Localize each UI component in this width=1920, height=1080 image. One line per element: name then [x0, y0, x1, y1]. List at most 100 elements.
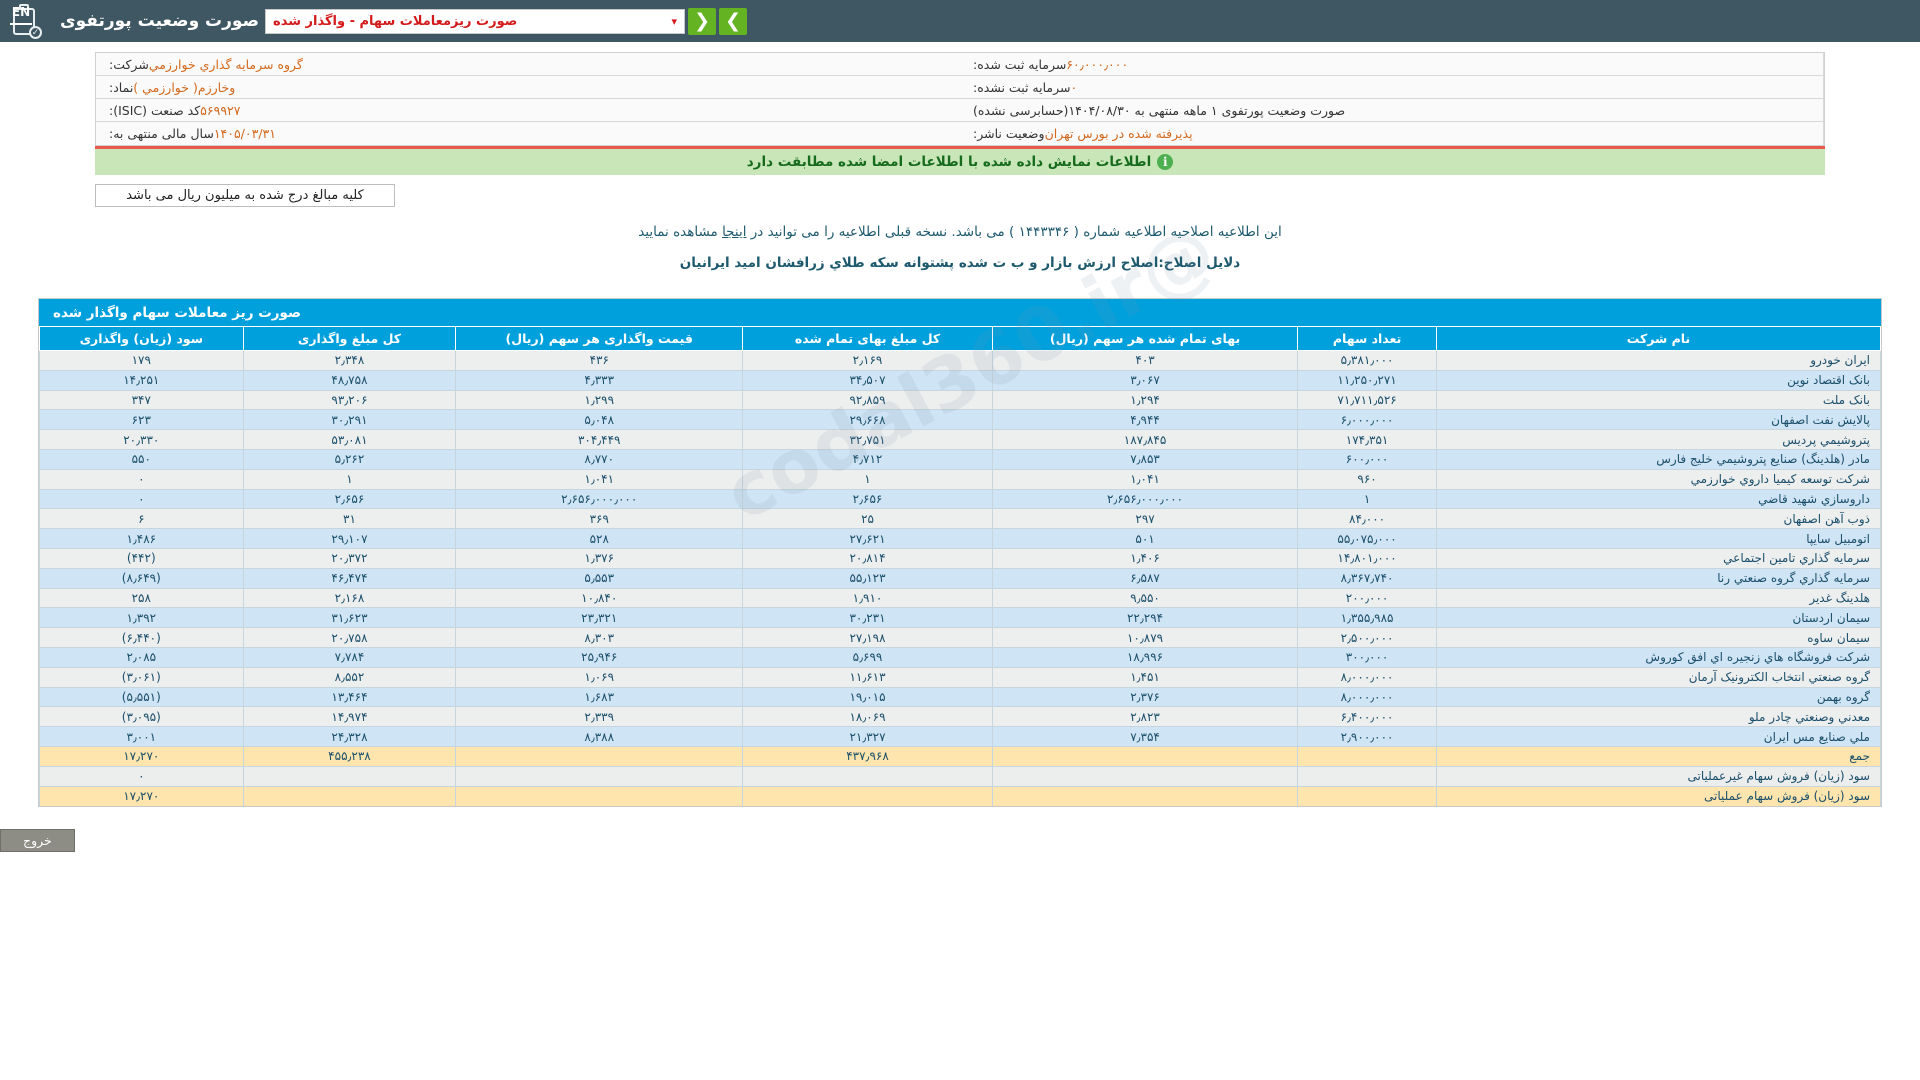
cell-total-amount: ۴۶٫۴۷۴ — [242, 567, 457, 589]
col-header-count[interactable]: تعداد سهام — [1297, 326, 1437, 351]
cell-cost-per-share: ۱٫۰۴۱ — [991, 468, 1299, 490]
cell-cost-per-share: ۷٫۳۵۴ — [991, 726, 1299, 747]
table-row: ایران خودرو ۵٫۳۸۱٫۰۰۰ ۴۰۳ ۲٫۱۶۹ ۴۳۶ ۲٫۳۴۸ ۱۷۹ — [39, 350, 1882, 371]
language-toggle[interactable]: EN — [10, 5, 32, 25]
table-row: بانک اقتصاد نوین ۱۱٫۲۵۰٫۲۷۱ ۳٫۰۶۷ ۳۴٫۵۰۷ ۴٫۳… — [39, 369, 1882, 391]
table-row: پالایش نفت اصفهان ۶٫۰۰۰٫۰۰۰ ۴٫۹۴۴ ۲۹٫۶۶۸ ۵٫۰… — [39, 409, 1882, 430]
chevron-left-icon: ❯ — [725, 10, 741, 32]
cell-count: ۷۱٫۷۱۱٫۵۲۶ — [1297, 389, 1437, 410]
cell-summary-price-per-share — [455, 765, 744, 787]
cell-cost-per-share: ۱۸٫۹۹۶ — [991, 646, 1299, 668]
cell-price-per-share: ۱٫۶۸۳ — [455, 686, 744, 707]
cell-company-name: شرکت توسعه کیمیا داروي خوارزمي — [1435, 468, 1882, 490]
table-row: هلدینگ غدیر ۲۰۰٫۰۰۰ ۹٫۵۵۰ ۱٫۹۱۰ ۱۰٫۸۴۰ ۲٫۱۶۸ ۲… — [39, 587, 1882, 608]
cell-cost-per-share: ۴۰۳ — [991, 350, 1299, 371]
table-row: شرکت توسعه کیمیا داروي خوارزمي ۹۶۰ ۱٫۰۴۱ ۱ ۱… — [39, 468, 1882, 490]
cell-company-name: بانک اقتصاد نوین — [1435, 369, 1882, 391]
col-header-profit-loss[interactable]: سود (زیان) واگذاری — [39, 326, 244, 351]
cell-company-name: شرکت فروشگاه هاي زنجیره اي افق کوروش — [1435, 646, 1882, 668]
cell-total-amount: ۸٫۵۵۲ — [242, 666, 457, 688]
cell-total-cost: ۳۲٫۷۵۱ — [742, 429, 993, 450]
col-header-price-per-share[interactable]: قیمت واگذاری هر سهم (ریال) — [455, 326, 744, 351]
fiscal-year-label: سال مالی منتهی به: — [109, 126, 214, 141]
cell-count: ۸٫۰۰۰٫۰۰۰ — [1297, 666, 1437, 688]
issuer-status-label: وضعیت ناشر: — [973, 126, 1045, 141]
isic-value: ۵۶۹۹۲۷ — [200, 102, 241, 118]
cell-summary-price-per-share — [455, 745, 744, 767]
table-row: ملي صنایع مس ایران ۲٫۹۰۰٫۰۰۰ ۷٫۳۵۴ ۲۱٫۳۲۷ ۸٫… — [39, 726, 1882, 747]
cell-profit-loss: (۳٫۰۶۱) — [39, 666, 244, 688]
cell-price-per-share: ۵٫۵۵۳ — [455, 567, 744, 589]
cell-profit-loss: ۳۴۷ — [39, 389, 244, 410]
divider-red — [95, 146, 1825, 149]
next-page-button[interactable]: ❮ — [688, 7, 717, 35]
cell-total-amount: ۴۸٫۷۵۸ — [242, 369, 457, 391]
col-header-total-amount[interactable]: کل مبلغ واگذاری — [242, 326, 457, 351]
cell-cost-per-share: ۵۰۱ — [991, 528, 1299, 549]
cell-company-name: سرمایه گذاري تامین اجتماعي — [1435, 547, 1882, 569]
issuer-status-value: پذیرفته شده در بورس تهران — [1044, 126, 1193, 141]
cell-total-cost: ۲۷٫۶۲۱ — [742, 528, 993, 549]
cell-count: ۸٫۳۶۷٫۷۴۰ — [1297, 567, 1437, 589]
cell-total-cost: ۲۷٫۱۹۸ — [742, 627, 993, 648]
cell-cost-per-share: ۷٫۸۵۳ — [991, 448, 1299, 470]
cell-price-per-share: ۸٫۳۸۸ — [455, 726, 744, 747]
info-circle-icon: i — [1157, 154, 1174, 170]
cell-price-per-share: ۵٫۰۴۸ — [455, 409, 744, 430]
cell-price-per-share: ۱٫۲۹۹ — [455, 389, 744, 410]
cell-count: ۶۰۰٫۰۰۰ — [1297, 448, 1437, 470]
amount-unit-note: کلیه مبالغ درج شده به میلیون ریال می باش… — [95, 184, 395, 207]
col-header-cost-per-share[interactable]: بهای تمام شده هر سهم (ریال) — [991, 326, 1299, 351]
cell-profit-loss: (۵٫۵۵۱) — [39, 686, 244, 707]
cell-cost-per-share: ۳٫۰۶۷ — [991, 369, 1299, 391]
unregistered-capital-cell: سرمایه ثبت نشده: ۰ — [960, 76, 1824, 98]
cell-summary-price-per-share — [455, 785, 744, 806]
cell-total-cost: ۵٫۶۹۹ — [742, 646, 993, 668]
cell-company-name: داروسازي شهید قاضي — [1435, 488, 1882, 509]
exit-button[interactable]: خروج — [0, 828, 75, 852]
info-row: شرکت: گروه سرمايه گذاري خوارزمي سرمایه ث… — [96, 53, 1824, 76]
fiscal-year-value: ۱۴۰۵/۰۳/۳۱ — [213, 126, 276, 141]
transactions-table: نام شرکت تعداد سهام بهای تمام شده هر سهم… — [39, 326, 1882, 806]
cell-price-per-share: ۱٫۳۷۶ — [455, 547, 744, 569]
footer-actions: خروج — [0, 828, 1920, 852]
cell-price-per-share: ۲٫۳۳۹ — [455, 706, 744, 727]
cell-price-per-share: ۲٫۶۵۶٫۰۰۰٫۰۰۰ — [455, 488, 744, 509]
cell-total-amount: ۳۰٫۲۹۱ — [242, 409, 457, 430]
table-summary-row: سود (زیان) فروش سهام غیرعملیاتی ۰ — [39, 765, 1882, 787]
info-row: سال مالی منتهی به: ۱۴۰۵/۰۳/۳۱ وضعیت ناشر… — [96, 122, 1824, 145]
info-row: کد صنعت (ISIC): ۵۶۹۹۲۷ صورت وضعیت پورتفو… — [96, 99, 1824, 122]
cell-summary-count — [1297, 765, 1437, 787]
cell-cost-per-share: ۱٫۴۰۶ — [991, 547, 1299, 569]
transactions-table-container: صورت ریز معاملات سهام واگذار شده نام شرک… — [38, 298, 1882, 807]
cell-count: ۳۰۰٫۰۰۰ — [1297, 646, 1437, 668]
info-row: نماد: وخارزم( خوارزمي ) سرمایه ثبت نشده:… — [96, 76, 1824, 99]
prev-page-button[interactable]: ❯ — [719, 7, 748, 35]
isic-label: کد صنعت (ISIC): — [109, 102, 201, 118]
col-header-total-cost[interactable]: کل مبلغ بهای تمام شده — [742, 326, 993, 351]
cell-count: ۱۱٫۲۵۰٫۲۷۱ — [1297, 369, 1437, 391]
table-row: گروه صنعتي انتخاب الکترونیک آرمان ۸٫۰۰۰٫۰… — [39, 666, 1882, 688]
table-row: شرکت فروشگاه هاي زنجیره اي افق کوروش ۳۰۰٫… — [39, 646, 1882, 668]
clipboard-check-icon: ✓ — [10, 4, 42, 39]
company-label: شرکت: — [109, 56, 149, 72]
cell-total-cost: ۱۹٫۰۱۵ — [742, 686, 993, 707]
cell-company-name: پتروشیمي پردیس — [1435, 429, 1882, 450]
cell-summary-label: جمع — [1435, 745, 1882, 767]
statement-type-select[interactable]: صورت ریزمعاملات سهام - واگذار شده ▾ — [265, 8, 686, 34]
cell-profit-loss: ۱۴٫۲۵۱ — [39, 369, 244, 391]
cell-total-amount: ۲۴٫۳۲۸ — [242, 726, 457, 747]
previous-version-link[interactable]: اینجا — [722, 224, 747, 240]
table-body: ایران خودرو ۵٫۳۸۱٫۰۰۰ ۴۰۳ ۲٫۱۶۹ ۴۳۶ ۲٫۳۴۸ ۱۷۹ ب… — [39, 350, 1882, 806]
cell-total-amount: ۹۳٫۲۰۶ — [242, 389, 457, 410]
cell-price-per-share: ۸٫۷۷۰ — [455, 448, 744, 470]
cell-price-per-share: ۴٫۳۳۳ — [455, 369, 744, 391]
cell-profit-loss: ۵۵۰ — [39, 448, 244, 470]
cell-summary-total-cost — [742, 765, 993, 787]
cell-cost-per-share: ۲٫۶۵۶٫۰۰۰٫۰۰۰ — [991, 488, 1299, 509]
cell-profit-loss: (۶٫۴۴۰) — [39, 627, 244, 648]
cell-company-name: معدني وصنعتي چادر ملو — [1435, 706, 1882, 727]
table-row: معدني وصنعتي چادر ملو ۶٫۴۰۰٫۰۰۰ ۲٫۸۲۳ ۱۸٫۰۶… — [39, 706, 1882, 727]
col-header-name[interactable]: نام شرکت — [1435, 326, 1882, 351]
transactions-table-title: صورت ریز معاملات سهام واگذار شده — [39, 299, 1881, 326]
